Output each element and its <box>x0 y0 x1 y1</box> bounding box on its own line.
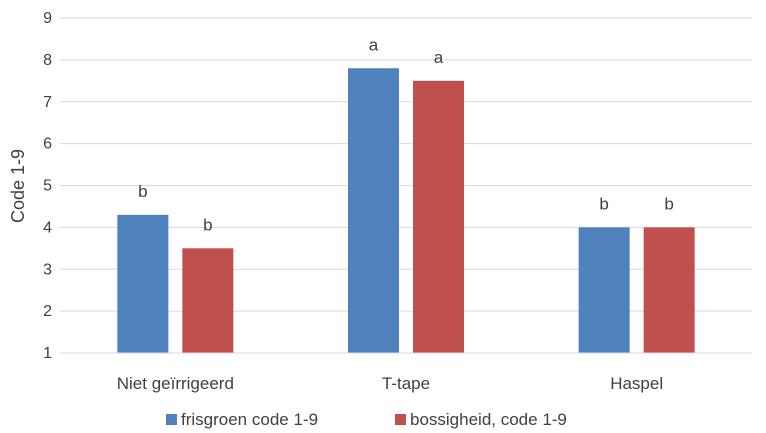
data-label: b <box>203 215 212 234</box>
data-labels: b b a a b b <box>138 35 674 234</box>
bar-frisgroen <box>348 68 399 353</box>
legend-label: frisgroen code 1-9 <box>181 410 318 429</box>
y-tick-label: 5 <box>43 178 52 195</box>
legend-swatch <box>395 414 406 425</box>
y-tick-label: 3 <box>43 261 52 278</box>
data-label: b <box>664 194 673 213</box>
bar-frisgroen <box>579 227 630 353</box>
y-axis-ticks: 1 2 3 4 5 6 7 8 9 <box>43 10 52 362</box>
data-label: b <box>599 194 608 213</box>
y-tick-label: 9 <box>43 10 52 27</box>
legend-label: bossigheid, code 1-9 <box>410 410 567 429</box>
y-tick-label: 1 <box>43 345 52 362</box>
bar-bossigheid <box>644 227 695 353</box>
y-tick-label: 4 <box>43 219 52 236</box>
bar-bossigheid <box>182 248 233 353</box>
bar-frisgroen <box>117 215 168 353</box>
x-axis-categories: Niet geïrrigeerd T-tape Haspel <box>117 374 663 393</box>
legend-swatch <box>166 414 177 425</box>
x-category-label: Niet geïrrigeerd <box>117 374 234 393</box>
y-axis-title: Code 1-9 <box>8 149 28 223</box>
x-category-label: T-tape <box>382 374 430 393</box>
x-category-label: Haspel <box>610 374 663 393</box>
y-tick-label: 7 <box>43 94 52 111</box>
data-label: a <box>369 35 379 54</box>
data-label: b <box>138 182 147 201</box>
bar-bossigheid <box>413 81 464 353</box>
legend: frisgroen code 1-9 bossigheid, code 1-9 <box>166 410 567 429</box>
y-tick-label: 6 <box>43 136 52 153</box>
y-tick-label: 2 <box>43 303 52 320</box>
y-tick-label: 8 <box>43 52 52 69</box>
data-label: a <box>434 48 444 67</box>
